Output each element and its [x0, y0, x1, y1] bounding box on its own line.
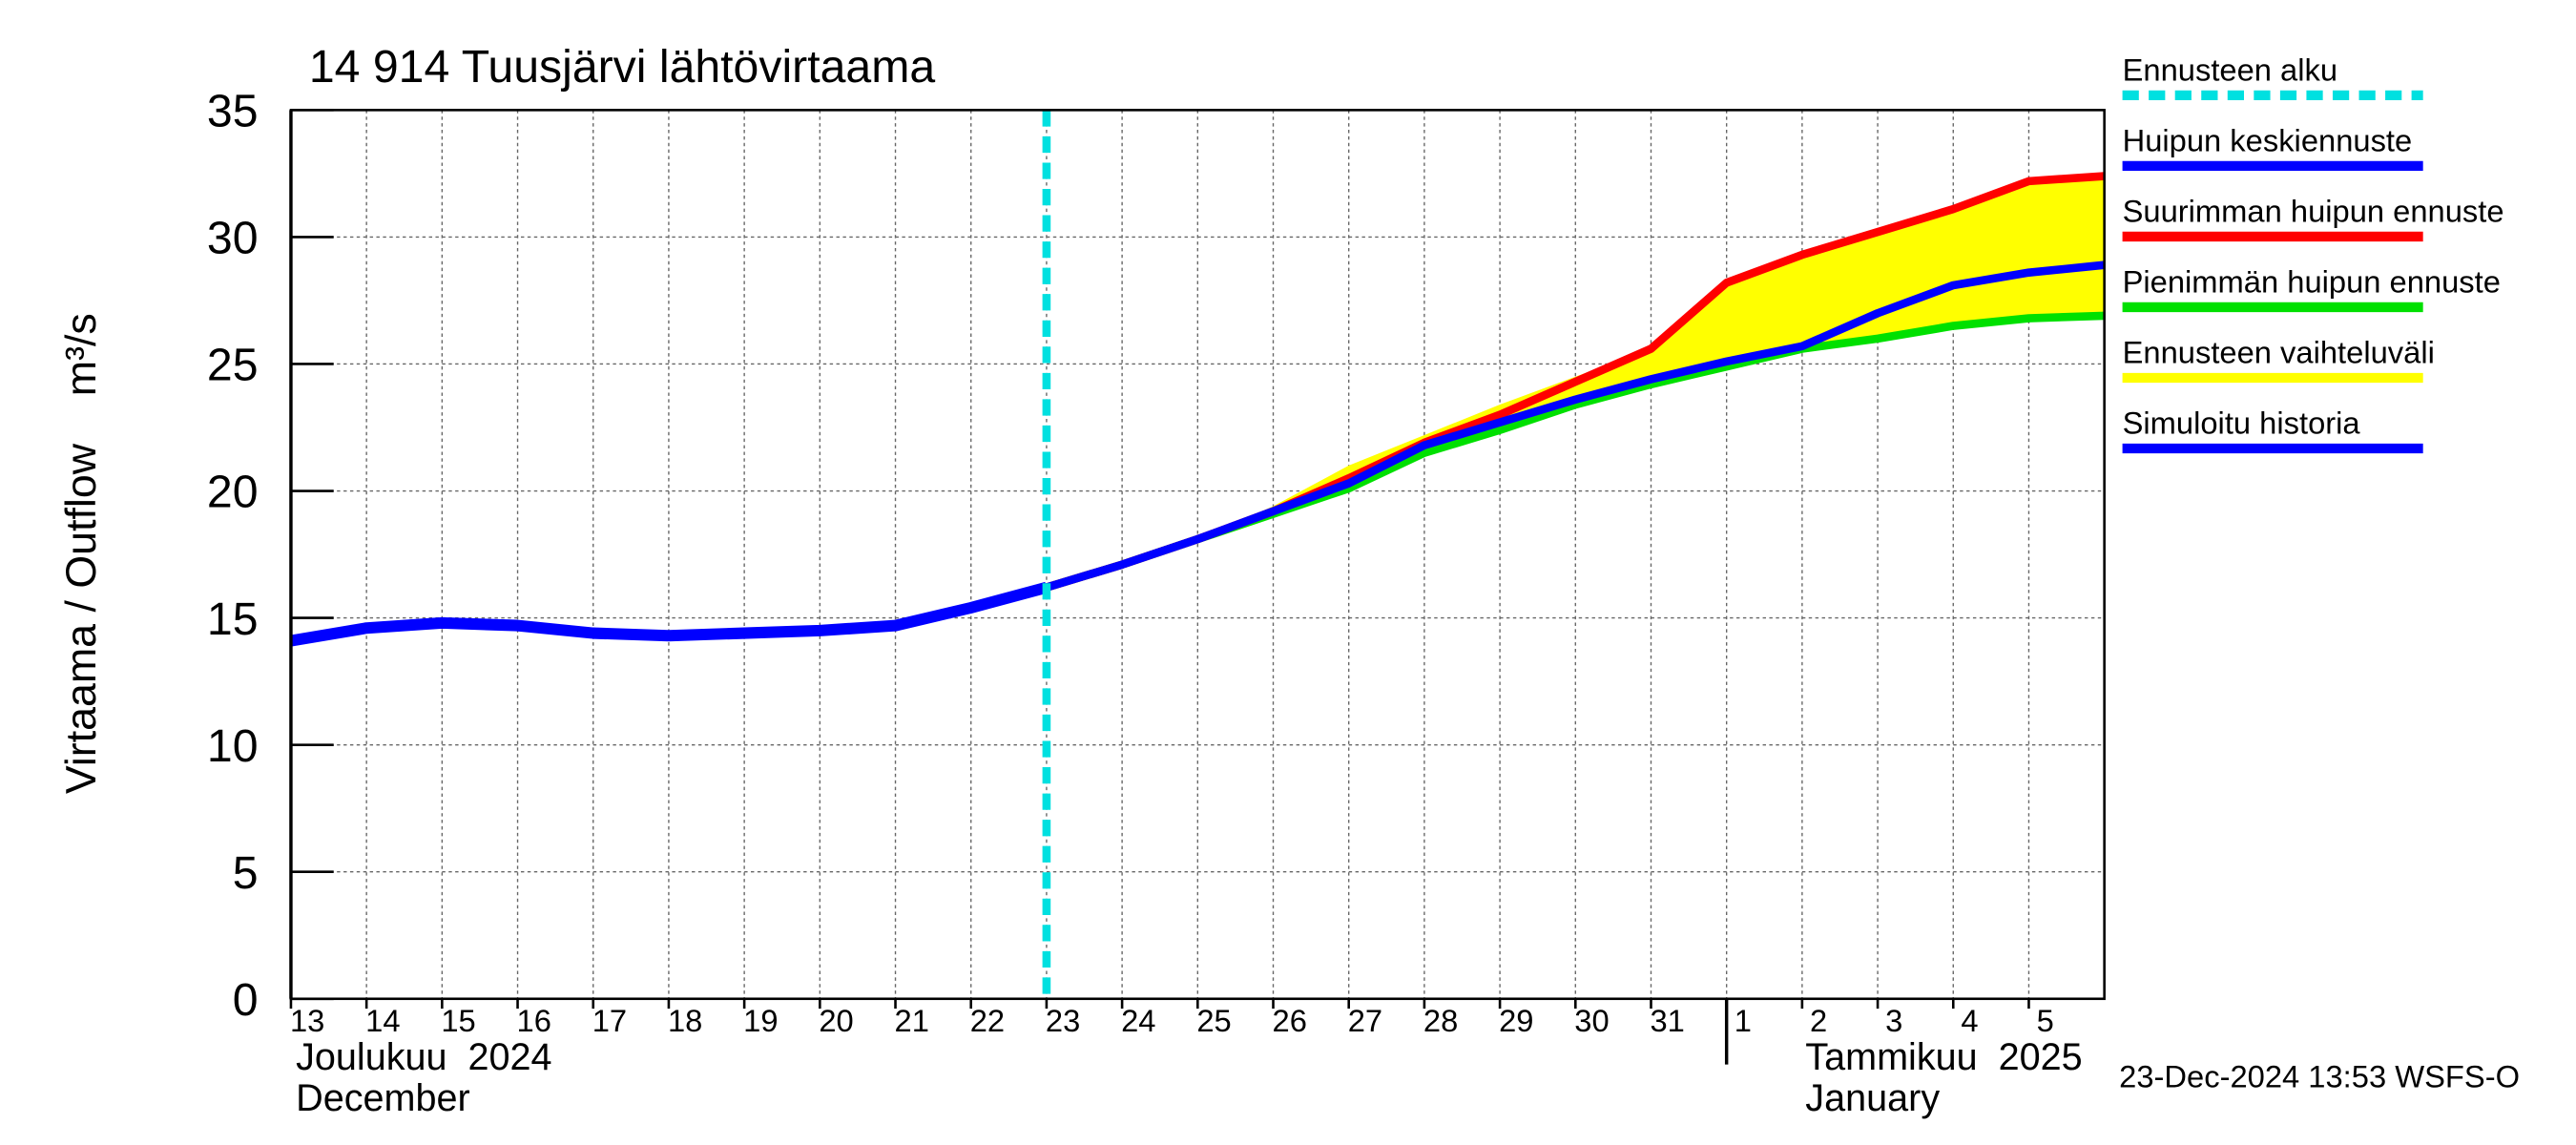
x-tick-label: 31 — [1651, 1003, 1685, 1038]
x-tick-label: 25 — [1196, 1003, 1231, 1038]
series-line — [289, 581, 1049, 647]
x-tick-label: 17 — [592, 1003, 627, 1038]
month-label: Tammikuu 2025 — [1805, 1036, 2082, 1078]
x-tick-label: 2 — [1810, 1003, 1827, 1038]
y-tick-label: 35 — [207, 86, 259, 137]
month-label: Joulukuu 2024 — [296, 1036, 551, 1078]
legend-label: Ennusteen alku — [2123, 52, 2337, 87]
y-tick-label: 25 — [207, 340, 259, 391]
x-tick-label: 26 — [1273, 1003, 1307, 1038]
x-tick-label: 27 — [1348, 1003, 1382, 1038]
y-tick-label: 10 — [207, 720, 259, 772]
x-tick-label: 3 — [1885, 1003, 1902, 1038]
y-tick-label: 5 — [233, 847, 259, 899]
month-label-en: January — [1805, 1077, 1940, 1119]
x-tick-label: 4 — [1961, 1003, 1978, 1038]
legend-label: Ennusteen vaihteluväli — [2123, 334, 2435, 369]
y-tick-label: 15 — [207, 593, 259, 645]
month-label-en: December — [296, 1077, 470, 1119]
x-tick-label: 5 — [2037, 1003, 2054, 1038]
y-tick-label: 30 — [207, 213, 259, 264]
legend-label: Suurimman huipun ennuste — [2123, 193, 2504, 228]
series-line — [1045, 260, 2106, 592]
x-tick-label: 28 — [1423, 1003, 1458, 1038]
x-tick-label: 18 — [668, 1003, 702, 1038]
x-tick-label: 20 — [819, 1003, 853, 1038]
x-tick-label: 29 — [1499, 1003, 1533, 1038]
x-tick-label: 13 — [290, 1003, 324, 1038]
x-tick-label: 1 — [1735, 1003, 1752, 1038]
y-tick-label: 20 — [207, 467, 259, 518]
x-tick-label: 15 — [441, 1003, 475, 1038]
x-tick-label: 14 — [365, 1003, 400, 1038]
x-tick-label: 30 — [1574, 1003, 1609, 1038]
footer: 23-Dec-2024 13:53 WSFS-O — [2119, 1059, 2520, 1094]
legend-label: Simuloitu historia — [2123, 406, 2361, 441]
y-axis-label: Virtaama / Outflow m³/s — [57, 313, 105, 794]
x-tick-label: 19 — [743, 1003, 778, 1038]
x-tick-label: 21 — [895, 1003, 929, 1038]
x-tick-label: 24 — [1121, 1003, 1155, 1038]
y-tick-label: 0 — [233, 974, 259, 1026]
x-tick-label: 23 — [1046, 1003, 1080, 1038]
x-tick-label: 22 — [970, 1003, 1005, 1038]
legend-label: Pienimmän huipun ennuste — [2123, 263, 2501, 299]
x-tick-label: 16 — [517, 1003, 551, 1038]
chart-title: 14 914 Tuusjärvi lähtövirtaama — [309, 41, 935, 93]
legend-label: Huipun keskiennuste — [2123, 122, 2413, 157]
